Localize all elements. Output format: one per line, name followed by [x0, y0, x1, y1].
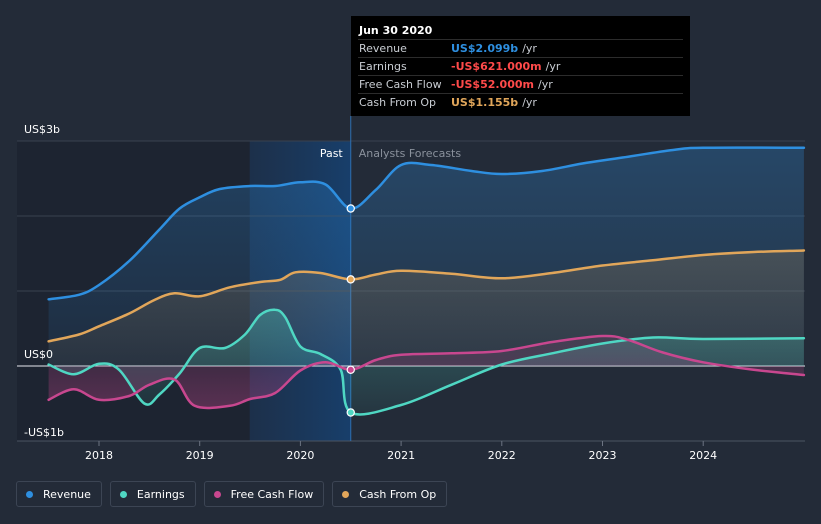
- legend-label: Revenue: [43, 487, 91, 501]
- tooltip-label: Cash From Op: [359, 96, 437, 109]
- tooltip: Jun 30 2020 Revenue US$2.099b /yr Earnin…: [351, 16, 690, 116]
- x-tick-label: 2020: [286, 449, 314, 462]
- y-label-bottom: -US$1b: [24, 426, 64, 439]
- tooltip-value: US$1.155b: [451, 96, 519, 109]
- legend-label: Earnings: [136, 487, 185, 501]
- earnings-line: [47, 308, 806, 416]
- free-cash-flow-area: [48, 335, 804, 408]
- legend-dot-icon: [213, 490, 221, 498]
- legend-dot-icon: [26, 490, 33, 498]
- x-tick-label: 2019: [186, 449, 214, 462]
- revenue-line: [47, 146, 806, 301]
- x-tick-label: 2018: [85, 449, 113, 462]
- legend: Revenue Earnings Free Cash Flow Cash Fro…: [16, 481, 455, 509]
- x-tick-label: 2021: [387, 449, 415, 462]
- y-label-top: US$3b: [24, 123, 60, 136]
- tooltip-label: Free Cash Flow: [359, 78, 442, 91]
- forecast-label: Analysts Forecasts: [359, 147, 462, 160]
- revenue-point: [346, 204, 355, 213]
- tooltip-row-free-cash-flow: Free Cash Flow -US$52.000m /yr: [358, 75, 683, 93]
- legend-dot-icon: [119, 490, 127, 498]
- legend-label: Free Cash Flow: [230, 487, 314, 501]
- tooltip-value: -US$52.000m: [451, 78, 534, 91]
- legend-dot-icon: [342, 490, 350, 498]
- free-cash-flow-point: [346, 365, 355, 374]
- earnings-point: [346, 408, 355, 417]
- tooltip-row-cash-from-op: Cash From Op US$1.155b /yr: [358, 93, 683, 111]
- tooltip-unit: /yr: [545, 60, 561, 73]
- tooltip-unit: /yr: [522, 96, 537, 109]
- tooltip-value: -US$621.000m: [451, 60, 542, 73]
- tooltip-row-earnings: Earnings -US$621.000m /yr: [358, 57, 683, 75]
- x-tick-label: 2023: [589, 449, 617, 462]
- tooltip-unit: /yr: [522, 42, 537, 55]
- legend-label: Cash From Op: [359, 487, 437, 501]
- tooltip-date: Jun 30 2020: [359, 24, 433, 37]
- past-label: Past: [320, 147, 344, 160]
- legend-item-cash-from-op[interactable]: Cash From Op: [332, 481, 448, 507]
- y-label-zero: US$0: [24, 348, 53, 361]
- legend-item-earnings[interactable]: Earnings: [109, 481, 196, 507]
- tooltip-row-revenue: Revenue US$2.099b /yr: [358, 39, 683, 57]
- tooltip-value: US$2.099b: [451, 42, 519, 55]
- x-tick-label: 2022: [488, 449, 516, 462]
- tooltip-unit: /yr: [537, 78, 553, 91]
- tooltip-label: Earnings: [359, 60, 407, 73]
- x-tick-label: 2024: [689, 449, 717, 462]
- legend-item-free-cash-flow[interactable]: Free Cash Flow: [203, 481, 325, 507]
- legend-item-revenue[interactable]: Revenue: [16, 481, 102, 507]
- cash-from-op-line: [47, 249, 806, 343]
- free-cash-flow-line: [47, 334, 806, 410]
- tooltip-label: Revenue: [359, 42, 407, 55]
- cash-from-op-point: [346, 275, 355, 284]
